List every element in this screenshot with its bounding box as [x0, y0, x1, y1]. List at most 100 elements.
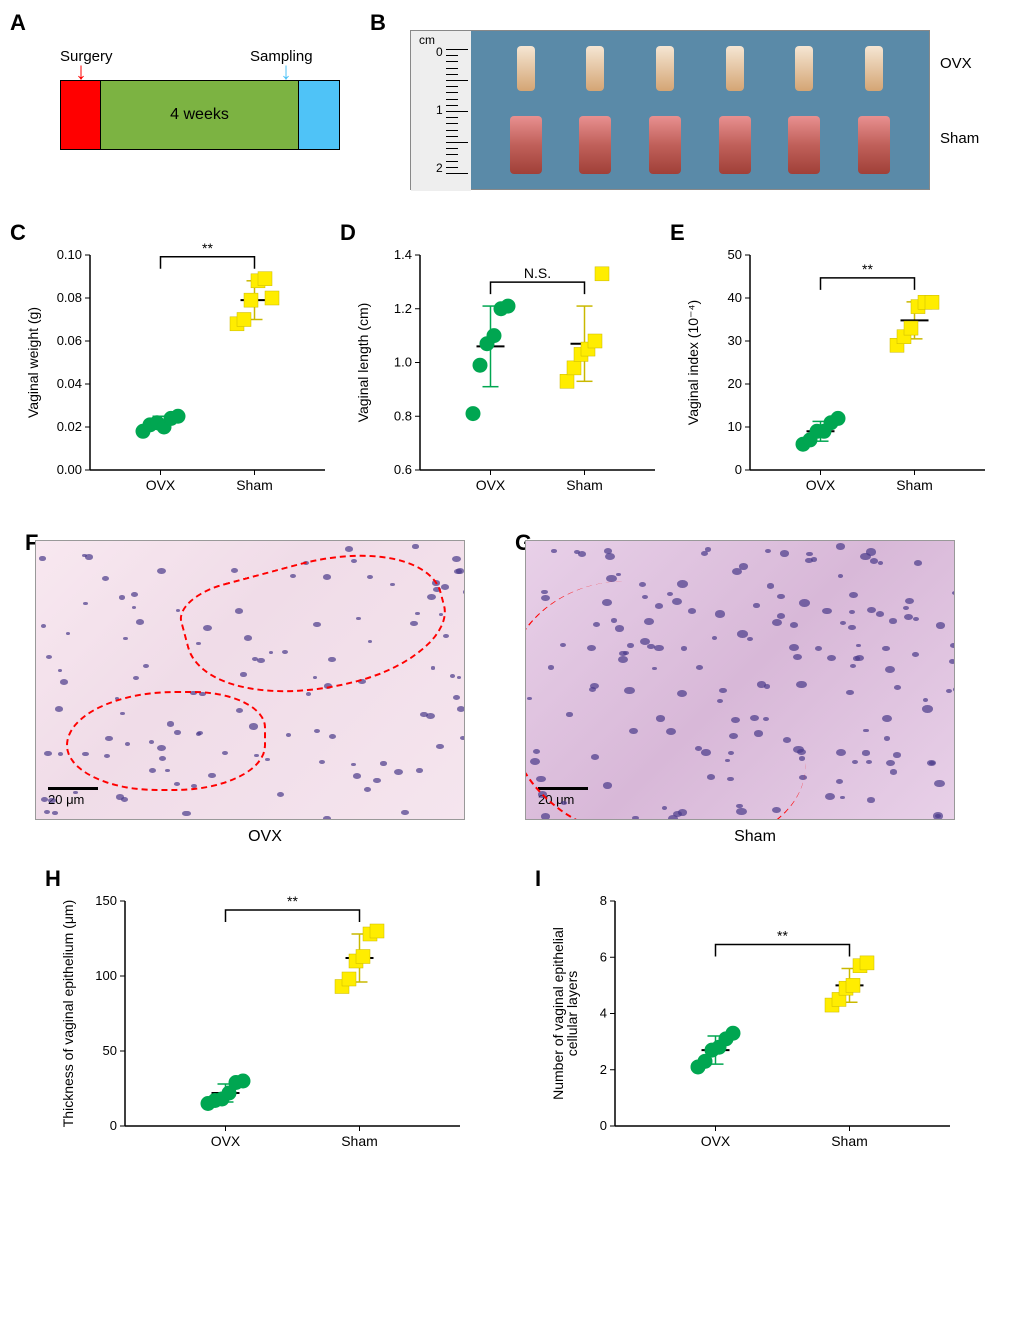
- specimen-row-ovx: [491, 46, 909, 91]
- svg-text:0.00: 0.00: [57, 462, 82, 477]
- chart-e: 0 10 20 30 40 50 OVX Sham Vaginal index (10⁻⁴) **: [680, 230, 1000, 510]
- photo-label-ovx: OVX: [940, 55, 972, 72]
- scalebar: 20 μm: [48, 787, 98, 807]
- svg-text:0.10: 0.10: [57, 247, 82, 262]
- svg-text:**: **: [202, 240, 213, 256]
- histology-ovx: 20 μm: [35, 540, 465, 820]
- svg-text:Sham: Sham: [831, 1133, 868, 1149]
- svg-text:6: 6: [600, 949, 607, 964]
- svg-text:Vaginal weight (g): Vaginal weight (g): [25, 307, 41, 418]
- svg-text:50: 50: [103, 1043, 117, 1058]
- figure: A Surgery Sampling ↓ ↓ 4 weeks B cm 0 1 …: [20, 20, 1000, 1166]
- panel-d: D 0.60.81.01.21.4OVXShamVaginal length (…: [350, 230, 670, 510]
- svg-text:20: 20: [728, 376, 742, 391]
- specimen: [865, 46, 883, 91]
- timeline-duration-segment: 4 weeks: [101, 81, 299, 149]
- specimen: [510, 116, 542, 174]
- svg-text:OVX: OVX: [476, 477, 506, 493]
- specimen: [788, 116, 820, 174]
- photo-label-sham: Sham: [940, 130, 979, 147]
- specimen: [656, 46, 674, 91]
- panel-b: B cm 0 1 2: [380, 20, 1000, 200]
- specimen: [649, 116, 681, 174]
- panel-h: H 050100150OVXShamThickness of vaginal e…: [55, 876, 475, 1166]
- svg-text:0: 0: [110, 1118, 117, 1133]
- svg-text:Sham: Sham: [896, 477, 933, 493]
- svg-text:OVX: OVX: [211, 1133, 241, 1149]
- panel-label-i: I: [535, 866, 541, 892]
- svg-text:OVX: OVX: [701, 1133, 731, 1149]
- svg-text:OVX: OVX: [146, 477, 176, 493]
- panel-i: I 02468OVXShamNumber of vaginal epitheli…: [545, 876, 965, 1166]
- ruler: cm 0 1 2: [411, 31, 471, 191]
- svg-text:OVX: OVX: [806, 477, 836, 493]
- svg-text:10: 10: [728, 419, 742, 434]
- specimen: [579, 116, 611, 174]
- svg-text:Vaginal index (10⁻⁴): Vaginal index (10⁻⁴): [685, 300, 701, 425]
- svg-text:40: 40: [728, 290, 742, 305]
- ruler-tick-1: 1: [436, 103, 443, 117]
- chart-i: 02468OVXShamNumber of vaginal epithelial…: [545, 876, 965, 1166]
- svg-text:0.06: 0.06: [57, 333, 82, 348]
- svg-text:0: 0: [600, 1118, 607, 1133]
- specimen: [795, 46, 813, 91]
- specimen: [517, 46, 535, 91]
- svg-text:2: 2: [600, 1062, 607, 1077]
- row-ab: A Surgery Sampling ↓ ↓ 4 weeks B cm 0 1 …: [20, 20, 1000, 200]
- svg-text:Sham: Sham: [236, 477, 273, 493]
- svg-text:150: 150: [95, 893, 117, 908]
- timeline-sampling-segment: [299, 81, 339, 149]
- svg-text:0.6: 0.6: [394, 462, 412, 477]
- svg-text:N.S.: N.S.: [524, 265, 551, 281]
- ruler-tick-0: 0: [436, 45, 443, 59]
- svg-text:100: 100: [95, 968, 117, 983]
- timeline: 4 weeks: [60, 80, 340, 150]
- chart-c: 0.00 0.02 0.04 0.06 0.08 0.10 OVX Sham Vaginal w…: [20, 230, 340, 510]
- panel-g: G 20 μm Sham: [525, 540, 985, 846]
- specimen-row-sham: [491, 116, 909, 174]
- svg-text:1.2: 1.2: [394, 301, 412, 316]
- timeline-surgery-segment: [61, 81, 101, 149]
- chart-d: 0.6 0.8 1.0 1.2 1.4 OVX Sham Vaginal length (cm…: [350, 230, 670, 510]
- specimen-photo: cm 0 1 2: [410, 30, 930, 190]
- svg-text:50: 50: [728, 247, 742, 262]
- svg-text:0.04: 0.04: [57, 376, 82, 391]
- svg-text:0.8: 0.8: [394, 408, 412, 423]
- panel-a: A Surgery Sampling ↓ ↓ 4 weeks: [20, 20, 360, 200]
- svg-text:30: 30: [728, 333, 742, 348]
- svg-text:Thickness of vaginal epitheliu: Thickness of vaginal epithelium (μm): [60, 900, 76, 1128]
- row-fg: F 20 μm OVX G 20 μm Sham: [20, 540, 1000, 846]
- svg-text:Sham: Sham: [341, 1133, 378, 1149]
- svg-text:1.4: 1.4: [394, 247, 412, 262]
- svg-text:**: **: [862, 261, 873, 277]
- panel-label-b: B: [370, 10, 386, 36]
- panel-c: C 0.000.020.040.060.080.10OVXShamVaginal…: [20, 230, 340, 510]
- specimen: [858, 116, 890, 174]
- svg-text:cellular layers: cellular layers: [564, 971, 580, 1057]
- ruler-unit: cm: [419, 33, 435, 47]
- panel-label-a: A: [10, 10, 26, 36]
- svg-text:Sham: Sham: [566, 477, 603, 493]
- histo-caption-sham: Sham: [525, 828, 985, 846]
- histo-caption-ovx: OVX: [35, 828, 495, 846]
- svg-text:**: **: [777, 928, 788, 944]
- svg-text:**: **: [287, 893, 298, 909]
- svg-text:0: 0: [735, 462, 742, 477]
- svg-text:0.02: 0.02: [57, 419, 82, 434]
- svg-text:4: 4: [600, 1006, 607, 1021]
- specimen: [586, 46, 604, 91]
- ruler-tick-2: 2: [436, 161, 443, 175]
- svg-text:0.08: 0.08: [57, 290, 82, 305]
- specimen: [719, 116, 751, 174]
- svg-text:8: 8: [600, 893, 607, 908]
- svg-text:Vaginal length (cm): Vaginal length (cm): [355, 303, 371, 423]
- chart-h: 0 50 100 150 OVX Sham Thickness of vaginal epi…: [55, 876, 475, 1166]
- specimen: [726, 46, 744, 91]
- svg-text:1.0: 1.0: [394, 355, 412, 370]
- scalebar-line-icon: [48, 787, 98, 790]
- row-cde: C 0.000.020.040.060.080.10OVXShamVaginal…: [20, 230, 1000, 510]
- row-hi: H 050100150OVXShamThickness of vaginal e…: [20, 876, 1000, 1166]
- panel-f: F 20 μm OVX: [35, 540, 495, 846]
- histology-sham: 20 μm: [525, 540, 955, 820]
- panel-e: E 01020304050OVXShamVaginal index (10⁻⁴)…: [680, 230, 1000, 510]
